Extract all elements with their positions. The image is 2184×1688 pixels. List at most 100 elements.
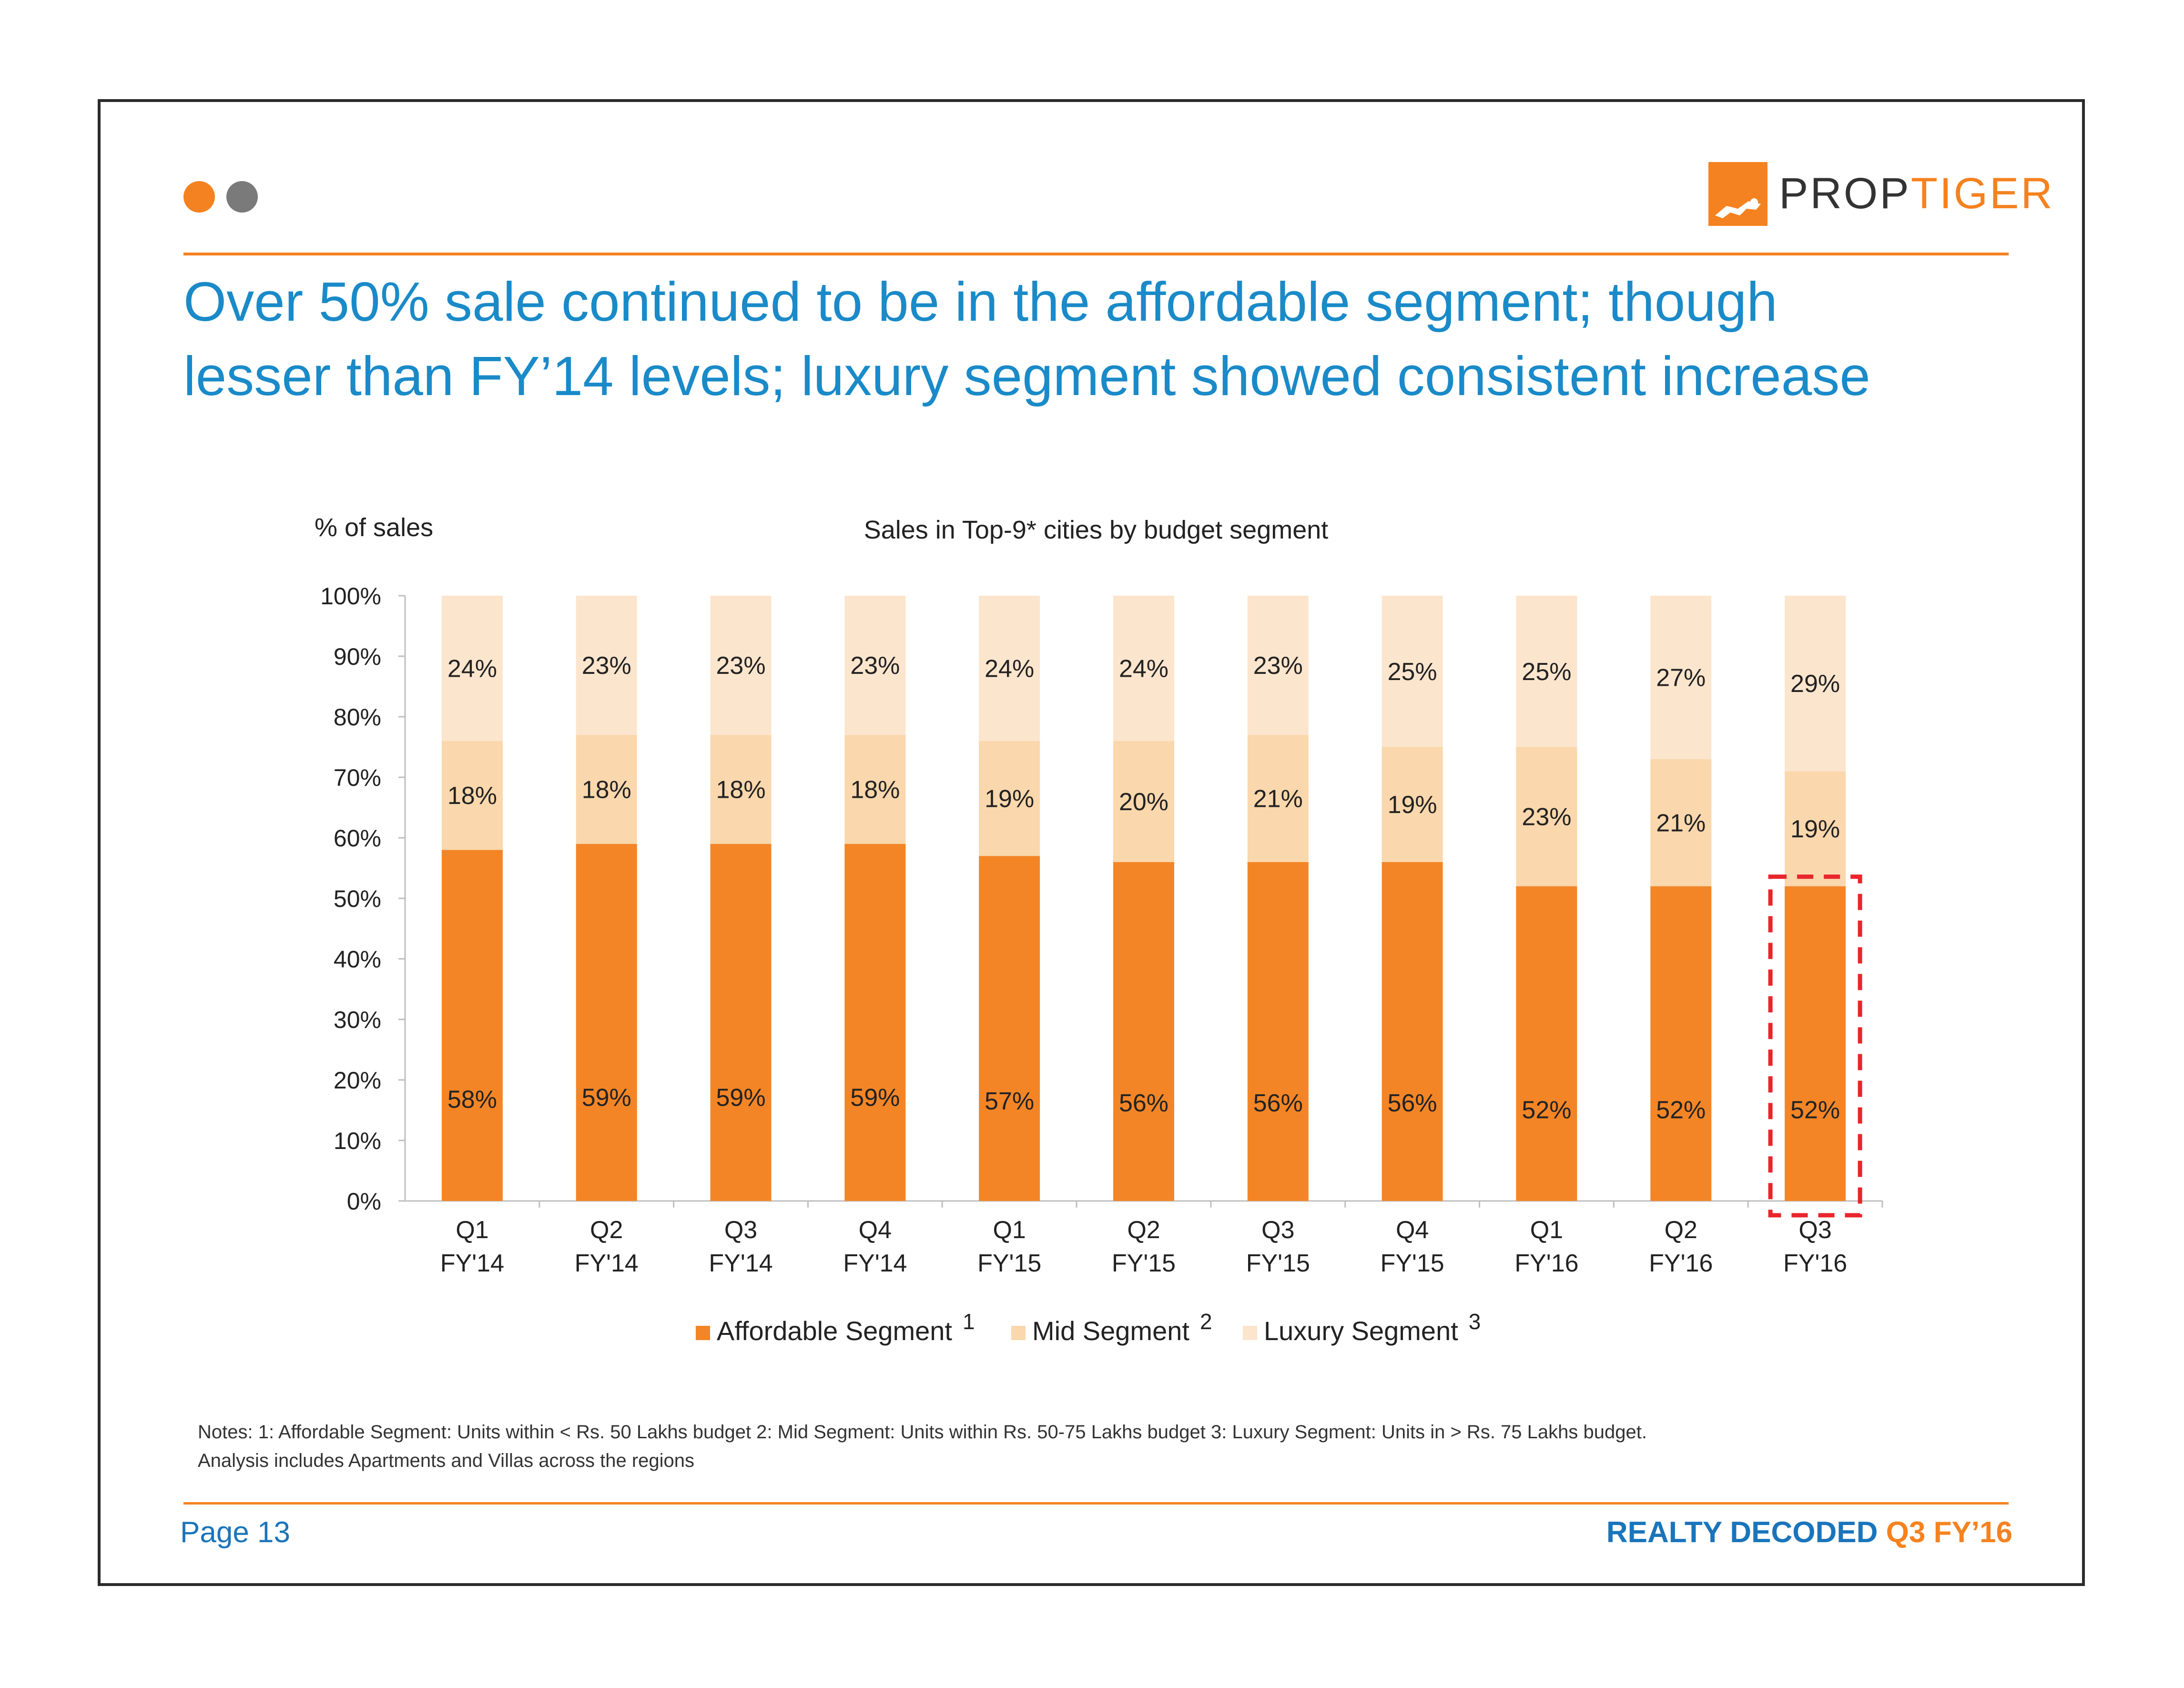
top-divider (183, 253, 2009, 255)
x-tick-label-year: FY'14 (843, 1250, 907, 1277)
bar-luxury (576, 596, 637, 735)
data-label-mid: 21% (1253, 785, 1303, 813)
data-label-affordable: 56% (1119, 1089, 1168, 1117)
chart-notes: Notes: 1: Affordable Segment: Units with… (198, 1418, 1961, 1475)
data-label-mid: 20% (1119, 788, 1168, 816)
data-label-affordable: 52% (1656, 1096, 1706, 1124)
logo-text: PROPTIGER (1779, 169, 2054, 219)
y-axis-title: % of sales (315, 513, 433, 542)
notes-line-2: Analysis includes Apartments and Villas … (198, 1450, 695, 1471)
x-tick-label-quarter: Q3 (1261, 1216, 1294, 1244)
x-tick-label-year: FY'15 (1246, 1250, 1310, 1277)
data-label-affordable: 59% (582, 1084, 631, 1112)
legend-affordable-label: Affordable Segment (717, 1316, 952, 1346)
bar-affordable (1113, 862, 1174, 1201)
orange-dot-icon (183, 181, 215, 213)
y-tick-label: 40% (334, 946, 381, 973)
data-label-luxury: 23% (716, 652, 766, 680)
bar-affordable (1382, 862, 1443, 1201)
data-label-mid: 19% (985, 785, 1034, 813)
x-tick-label-year: FY'16 (1514, 1250, 1578, 1277)
bar-mid (1785, 771, 1846, 886)
bar-luxury (710, 596, 772, 735)
chart-title: Sales in Top-9* cities by budget segment (864, 516, 1329, 544)
data-label-luxury: 23% (1253, 652, 1303, 680)
legend-luxury: Luxury Segment 3 (1243, 1309, 1481, 1346)
footer-brand-name: REALTY DECODED (1606, 1516, 1878, 1549)
legend-affordable-swatch (696, 1326, 710, 1340)
data-label-affordable: 52% (1790, 1096, 1840, 1124)
notes-line-1: Notes: 1: Affordable Segment: Units with… (198, 1422, 1647, 1443)
data-label-mid: 18% (447, 782, 497, 810)
bar-mid (576, 735, 637, 844)
footer-brand: REALTY DECODED Q3 FY’16 (1606, 1515, 2012, 1549)
x-tick-label-year: FY'14 (575, 1250, 639, 1277)
x-tick-label-quarter: Q1 (456, 1216, 488, 1244)
page-number: Page 13 (180, 1516, 290, 1549)
x-tick-label-year: FY'16 (1649, 1250, 1713, 1277)
bar-mid (1516, 747, 1577, 886)
bottom-divider (183, 1502, 2009, 1505)
data-label-mid: 18% (850, 776, 900, 803)
x-tick-label-quarter: Q2 (590, 1216, 623, 1244)
legend-luxury-note: 3 (1468, 1309, 1481, 1334)
bar-luxury (1113, 596, 1174, 741)
bar-luxury (979, 596, 1040, 741)
x-tick-label-year: FY'16 (1783, 1250, 1847, 1277)
data-label-affordable: 52% (1522, 1096, 1571, 1124)
x-tick-label-quarter: Q2 (1127, 1216, 1160, 1244)
bar-affordable (844, 844, 906, 1201)
footer-edition: Q3 FY’16 (1886, 1516, 2012, 1549)
tiger-logo-icon (1708, 162, 1768, 226)
data-label-luxury: 25% (1388, 658, 1437, 686)
bar-mid (1382, 747, 1443, 862)
legend-luxury-swatch (1243, 1326, 1257, 1340)
bar-affordable (1516, 886, 1577, 1201)
y-tick-label: 10% (334, 1128, 381, 1154)
y-tick-label: 70% (334, 764, 381, 791)
data-label-luxury: 27% (1656, 664, 1706, 691)
x-tick-label-quarter: Q4 (859, 1216, 892, 1244)
x-tick-label-year: FY'15 (1381, 1250, 1444, 1277)
data-label-luxury: 23% (582, 652, 631, 680)
x-tick-label-quarter: Q2 (1665, 1216, 1697, 1244)
data-label-mid: 18% (582, 776, 631, 803)
bar-luxury (1650, 596, 1712, 759)
bar-mid (441, 741, 503, 850)
bar-luxury (1785, 596, 1846, 772)
bar-luxury (441, 596, 503, 741)
grey-dot-icon (226, 181, 258, 213)
legend-mid-note: 2 (1199, 1309, 1212, 1334)
data-label-affordable: 58% (447, 1086, 497, 1113)
bar-luxury (1516, 596, 1577, 747)
bar-affordable (576, 844, 637, 1201)
x-tick-label-quarter: Q3 (724, 1216, 757, 1244)
data-label-luxury: 23% (850, 652, 900, 680)
bar-affordable (1650, 886, 1712, 1201)
data-label-mid: 19% (1388, 791, 1437, 819)
bar-luxury (844, 596, 906, 735)
legend-affordable: Affordable Segment 1 (696, 1309, 975, 1346)
x-tick-label-year: FY'14 (440, 1250, 504, 1277)
bar-mid (979, 741, 1040, 856)
x-tick-label-quarter: Q1 (1530, 1216, 1563, 1244)
y-tick-label: 0% (347, 1188, 381, 1215)
data-label-mid: 18% (716, 776, 766, 803)
bar-mid (844, 735, 906, 844)
y-tick-label: 30% (334, 1007, 381, 1033)
y-tick-label: 90% (334, 643, 381, 670)
y-tick-label: 80% (334, 704, 381, 731)
x-tick-label-year: FY'15 (977, 1250, 1041, 1277)
bar-mid (710, 735, 772, 844)
legend-luxury-label: Luxury Segment (1264, 1316, 1458, 1346)
y-tick-label: 60% (334, 825, 381, 852)
data-label-luxury: 24% (447, 655, 497, 682)
bar-luxury (1382, 596, 1443, 747)
slide-headline: Over 50% sale continued to be in the aff… (183, 271, 1870, 407)
bar-affordable (1785, 886, 1846, 1201)
legend-mid-label: Mid Segment (1032, 1316, 1189, 1346)
y-tick-label: 50% (334, 885, 381, 912)
legend-affordable-note: 1 (962, 1309, 975, 1334)
bar-affordable (710, 844, 772, 1201)
legend-mid-swatch (1011, 1326, 1026, 1340)
